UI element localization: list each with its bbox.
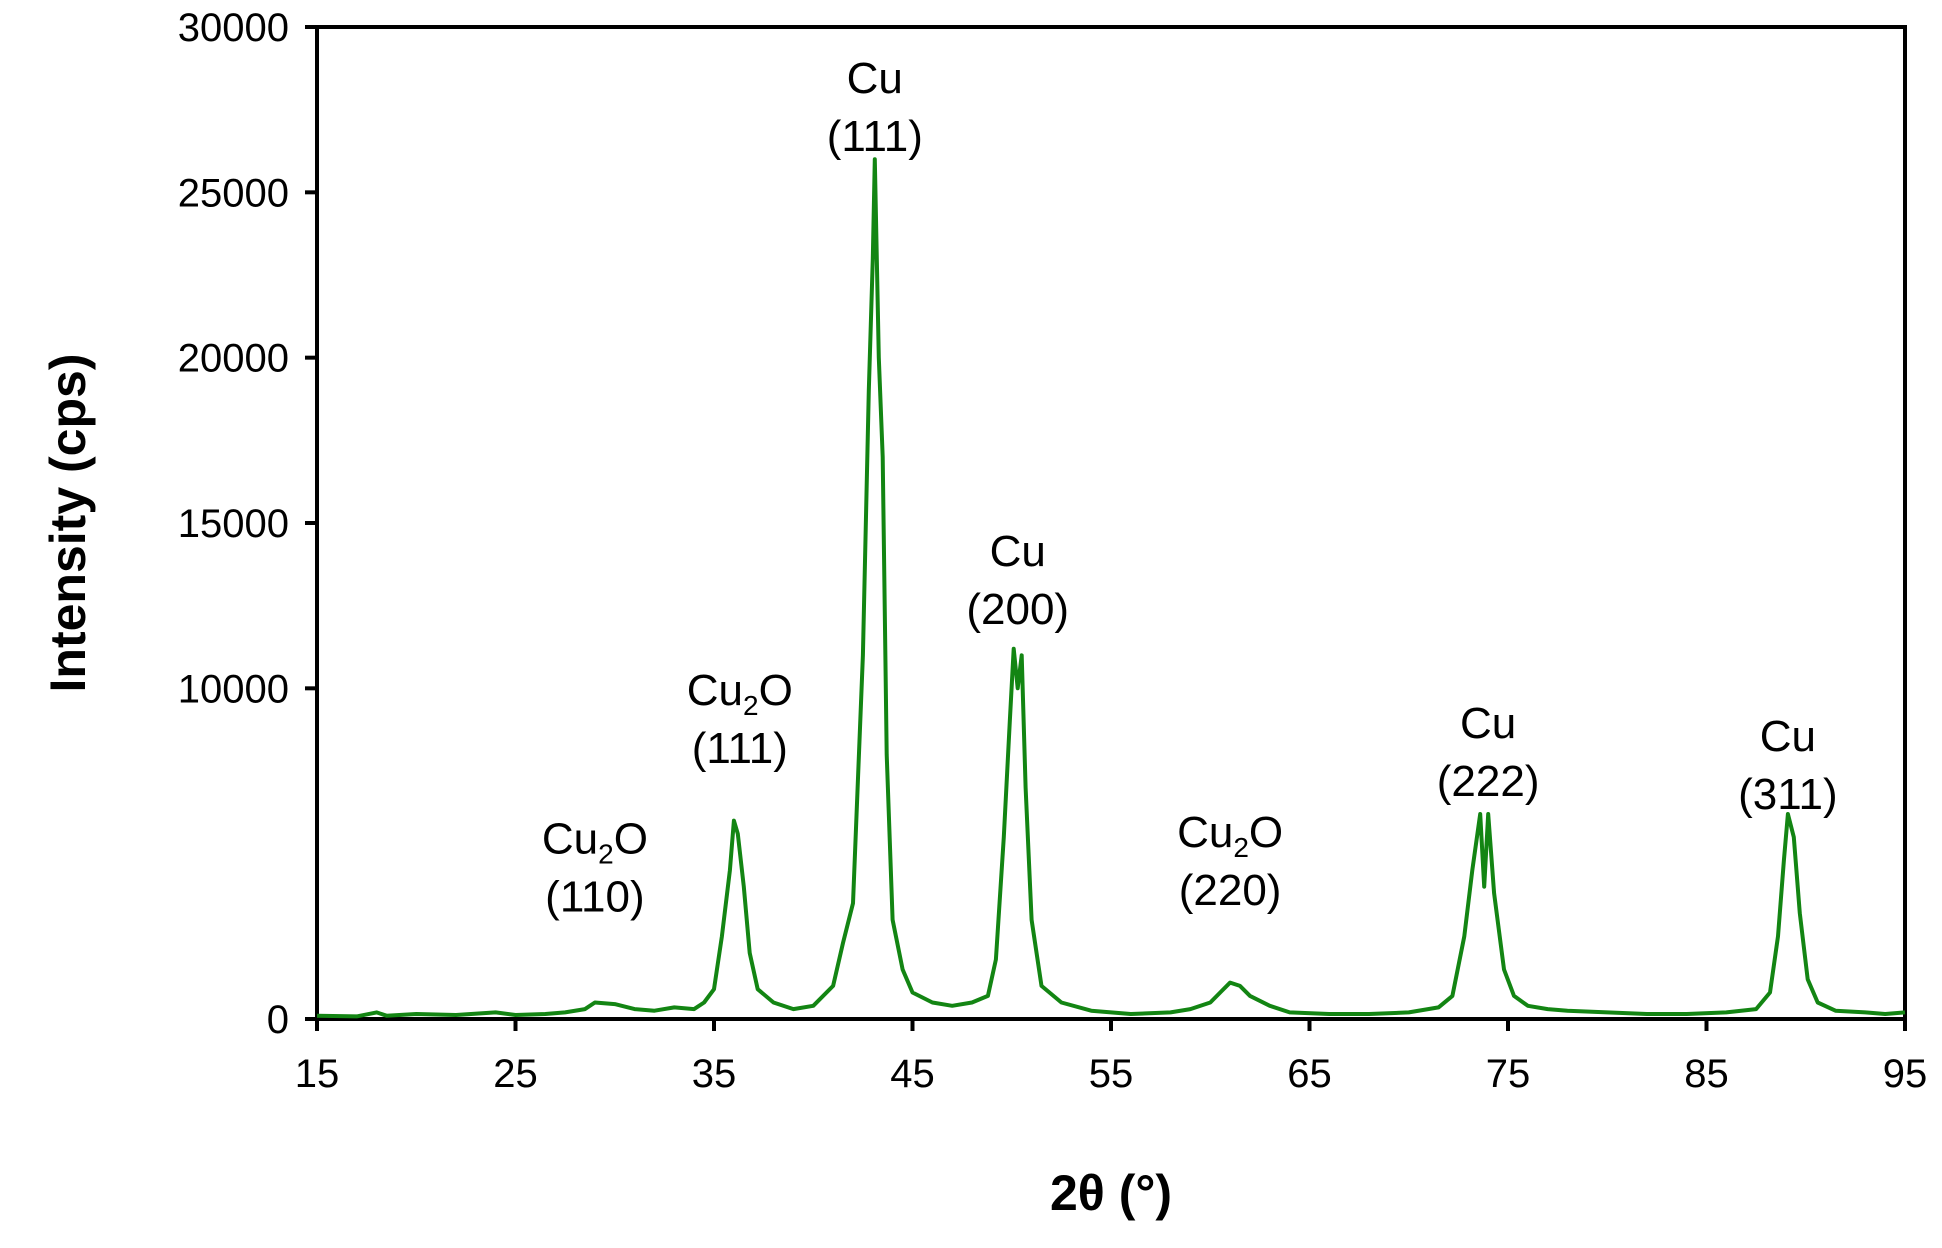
peak-label: Cu2O(111) — [687, 666, 793, 773]
peak-annotations: Cu2O(110)Cu2O(111)Cu(111)Cu(200)Cu2O(220… — [542, 54, 1838, 922]
tick-labels: 15 25 35 45 55 65 75 85 95 0 10000 15000 20000 25000 3… — [178, 6, 1927, 1096]
peak-hkl: (220) — [1179, 866, 1282, 915]
y-tick-label: 15000 — [178, 502, 289, 546]
phase-element: Cu — [687, 666, 743, 715]
phase-tail: O — [614, 815, 648, 864]
peak-label: Cu (200) — [966, 527, 1069, 634]
phase-tail: O — [1249, 808, 1283, 857]
peak-label: Cu (222) — [1437, 699, 1540, 806]
y-tick-label: 25000 — [178, 171, 289, 215]
peak-phase: Cu2O — [542, 815, 648, 870]
peak-hkl: (200) — [966, 585, 1069, 634]
x-tick-label: 95 — [1883, 1052, 1928, 1096]
phase-element: Cu — [542, 815, 598, 864]
peak-hkl: (111) — [692, 724, 788, 773]
phase-element: Cu — [1460, 699, 1516, 748]
x-tick-label: 75 — [1486, 1052, 1531, 1096]
peak-phase: Cu — [1460, 699, 1516, 748]
peak-phase: Cu2O — [687, 666, 793, 721]
x-tick-label: 25 — [493, 1052, 538, 1096]
plot-frame — [315, 25, 1907, 1021]
peak-hkl: (222) — [1437, 757, 1540, 806]
peak-label: Cu (311) — [1738, 712, 1837, 819]
phase-element: Cu — [990, 527, 1046, 576]
peak-phase: Cu2O — [1177, 808, 1283, 863]
y-tick-label: 30000 — [178, 6, 289, 50]
x-tick-label: 15 — [295, 1052, 340, 1096]
x-tick-label: 45 — [890, 1052, 935, 1096]
peak-label: Cu2O(220) — [1177, 808, 1283, 915]
phase-subscript: 2 — [1233, 832, 1249, 863]
y-tick-label: 10000 — [178, 667, 289, 711]
peak-label: Cu (111) — [827, 54, 923, 161]
axis-ticks — [305, 25, 1907, 1031]
peak-phase: Cu — [990, 527, 1046, 576]
phase-subscript: 2 — [598, 839, 614, 870]
phase-element: Cu — [1177, 808, 1233, 857]
y-axis-title: Intensity (cps) — [40, 354, 96, 693]
peak-hkl: (110) — [545, 873, 644, 922]
peak-hkl: (311) — [1738, 770, 1837, 819]
x-tick-label: 65 — [1287, 1052, 1332, 1096]
phase-element: Cu — [1760, 712, 1816, 761]
peak-phase: Cu — [1760, 712, 1816, 761]
y-tick-label: 0 — [267, 998, 289, 1042]
peak-label: Cu2O(110) — [542, 815, 648, 922]
x-axis-title: 2θ (°) — [1050, 1165, 1172, 1221]
x-tick-label: 85 — [1684, 1052, 1729, 1096]
phase-subscript: 2 — [743, 690, 759, 721]
peak-phase: Cu — [847, 54, 903, 103]
x-tick-label: 35 — [692, 1052, 737, 1096]
phase-tail: O — [759, 666, 793, 715]
phase-element: Cu — [847, 54, 903, 103]
y-tick-label: 20000 — [178, 337, 289, 381]
series-line — [316, 157, 1906, 1019]
x-tick-label: 55 — [1089, 1052, 1134, 1096]
peak-hkl: (111) — [827, 112, 923, 161]
